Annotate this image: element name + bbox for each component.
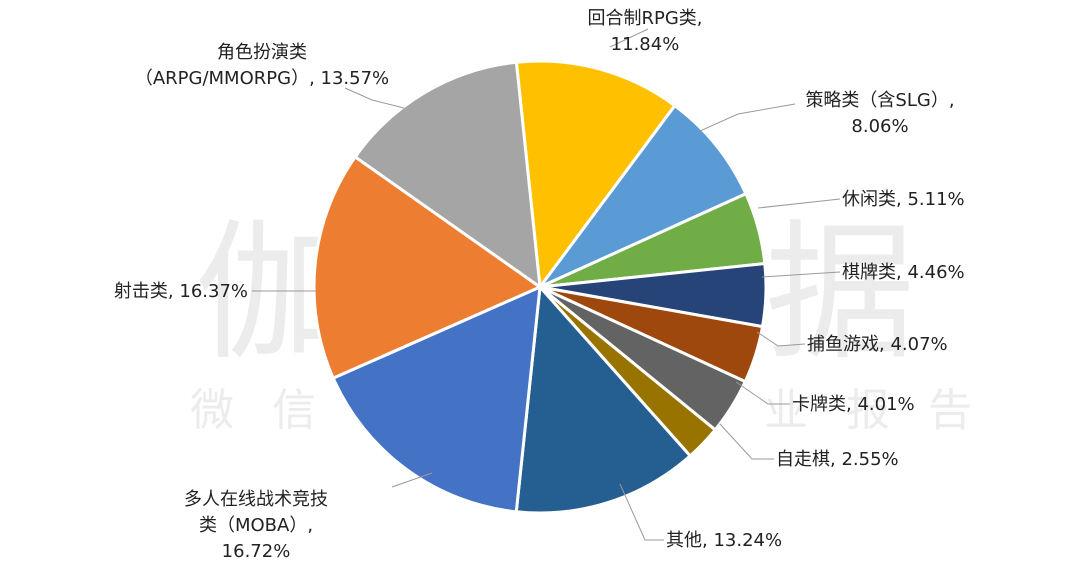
pie-slices [312, 59, 768, 515]
leader-line-8 [619, 483, 664, 541]
slice-label-5-line-1: 捕鱼游戏, 4.07% [807, 334, 948, 355]
slice-label-11-line-1: 角色扮演类 [217, 42, 307, 63]
label-leader-lines [252, 28, 841, 541]
pie-slice-1 [514, 59, 677, 291]
slice-label-6-line-1: 卡牌类, 4.01% [792, 394, 915, 415]
slice-label-3: 休闲类, 5.11% [842, 189, 965, 210]
slice-label-10: 射击类, 16.37% [114, 281, 248, 302]
slice-label-10-line-1: 射击类, 16.37% [114, 281, 248, 302]
slice-label-2-line-1: 策略类（含SLG）, [805, 90, 954, 111]
leader-line-2 [699, 103, 796, 132]
slice-label-4-line-1: 棋牌类, 4.46% [842, 262, 965, 283]
slice-label-1-line-1: 回合制RPG类, [587, 8, 702, 29]
slice-labels: 回合制RPG类, 11.84% 策略类（含SLG）, 8.06% 休闲类, 5.11% 棋… [114, 8, 965, 562]
slice-label-2-line-2: 8.06% [851, 116, 908, 137]
slice-label-5: 捕鱼游戏, 4.07% [807, 334, 948, 355]
leader-line-6 [735, 381, 790, 405]
leader-line-5 [756, 331, 806, 347]
leader-line-1 [609, 28, 649, 48]
pie-slice-8 [514, 283, 693, 515]
slice-label-3-line-1: 休闲类, 5.11% [842, 189, 965, 210]
slice-label-7: 自走棋, 2.55% [776, 449, 899, 470]
slice-label-1-line-2: 11.84% [611, 34, 680, 55]
slice-label-8: 其他, 13.24% [666, 530, 782, 551]
leader-line-9 [391, 472, 433, 488]
slice-label-2: 策略类（含SLG）, 8.06% [805, 90, 954, 137]
slice-label-6: 卡牌类, 4.01% [792, 394, 915, 415]
slice-label-11-line-2: （ARPG/MMORPG）, 13.57% [135, 68, 389, 89]
slice-label-1: 回合制RPG类, 11.84% [587, 8, 702, 55]
pie-slice-2 [535, 103, 748, 291]
leader-line-4 [761, 271, 841, 278]
slice-label-9-line-2: 类（MOBA）, [199, 515, 313, 536]
leader-line-11 [344, 87, 405, 109]
pie-slice-10 [312, 154, 544, 381]
slice-label-4: 棋牌类, 4.46% [842, 262, 965, 283]
slice-label-11: 角色扮演类 （ARPG/MMORPG）, 13.57% [135, 42, 389, 89]
slice-label-9: 多人在线战术竞技类（MOBA）, 16.72% [184, 489, 328, 562]
slice-label-8-line-1: 其他, 13.24% [666, 530, 782, 551]
slice-label-7-line-1: 自走棋, 2.55% [776, 449, 899, 470]
leader-line-3 [757, 198, 841, 209]
pie-slice-11 [353, 60, 542, 291]
slice-label-9-line-1: 多人在线战术竞技 [184, 489, 328, 510]
pie-slice-9 [331, 284, 542, 514]
leader-line-7 [719, 423, 774, 460]
slice-label-9-line-3: 16.72% [222, 541, 291, 562]
